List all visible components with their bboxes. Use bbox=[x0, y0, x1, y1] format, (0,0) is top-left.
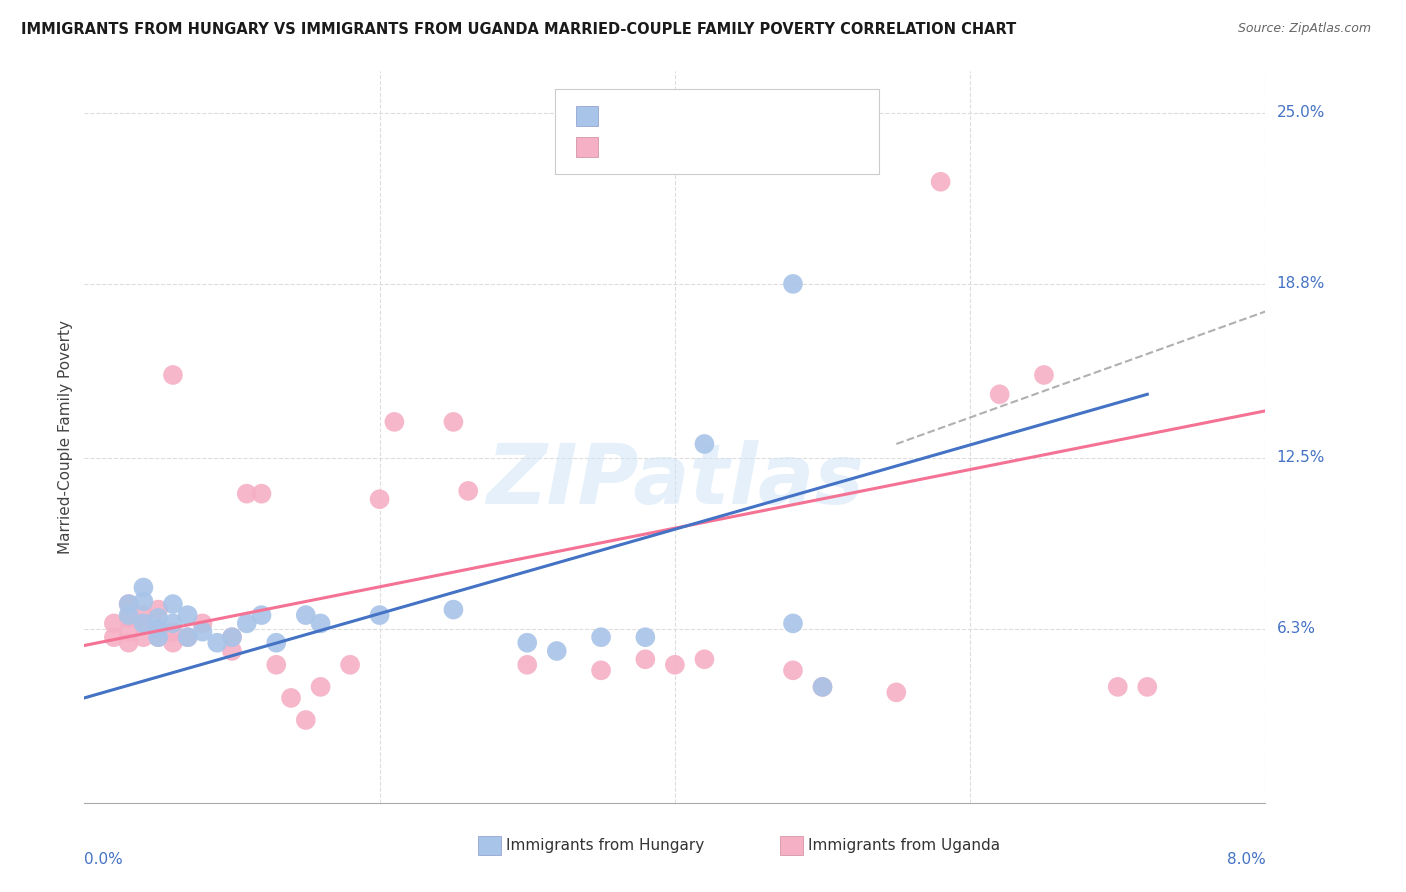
Point bbox=[782, 616, 804, 631]
Point bbox=[693, 437, 716, 451]
Point bbox=[118, 624, 141, 639]
Point bbox=[309, 680, 332, 694]
Text: Immigrants from Hungary: Immigrants from Hungary bbox=[506, 838, 704, 853]
Point bbox=[118, 636, 141, 650]
Point bbox=[929, 175, 952, 189]
Point bbox=[811, 680, 834, 694]
Point bbox=[443, 415, 465, 429]
Point bbox=[886, 685, 908, 699]
Point bbox=[177, 608, 200, 623]
Text: Source: ZipAtlas.com: Source: ZipAtlas.com bbox=[1237, 22, 1371, 36]
Point bbox=[457, 483, 479, 498]
Point bbox=[162, 636, 184, 650]
Y-axis label: Married-Couple Family Poverty: Married-Couple Family Poverty bbox=[58, 320, 73, 554]
Point bbox=[191, 616, 214, 631]
Point bbox=[591, 630, 613, 644]
Text: N = 20: N = 20 bbox=[710, 107, 768, 125]
Point bbox=[118, 597, 141, 611]
Point bbox=[693, 652, 716, 666]
Point bbox=[118, 611, 141, 625]
Text: 18.8%: 18.8% bbox=[1277, 277, 1324, 292]
Point bbox=[235, 616, 259, 631]
Point bbox=[162, 597, 184, 611]
Point bbox=[132, 581, 155, 595]
Point bbox=[132, 630, 155, 644]
Point bbox=[148, 622, 170, 636]
Point bbox=[177, 630, 200, 644]
Point bbox=[811, 680, 834, 694]
Point bbox=[250, 608, 273, 623]
Text: IMMIGRANTS FROM HUNGARY VS IMMIGRANTS FROM UGANDA MARRIED-COUPLE FAMILY POVERTY : IMMIGRANTS FROM HUNGARY VS IMMIGRANTS FR… bbox=[21, 22, 1017, 37]
Point bbox=[382, 415, 406, 429]
Point bbox=[280, 690, 302, 705]
Point bbox=[664, 657, 686, 672]
Point bbox=[162, 616, 184, 631]
Point bbox=[368, 608, 391, 623]
Point bbox=[132, 616, 155, 631]
Point bbox=[339, 657, 361, 672]
Point bbox=[235, 486, 259, 500]
Point bbox=[221, 630, 243, 644]
Point bbox=[295, 713, 318, 727]
Point bbox=[103, 616, 125, 631]
Point bbox=[309, 616, 332, 631]
Point bbox=[103, 630, 125, 644]
Point bbox=[988, 387, 1011, 401]
Point bbox=[250, 486, 273, 500]
Point bbox=[368, 492, 391, 507]
Point bbox=[148, 602, 170, 616]
Point bbox=[443, 602, 465, 616]
Text: 12.5%: 12.5% bbox=[1277, 450, 1324, 466]
Text: ZIPatlas: ZIPatlas bbox=[486, 441, 863, 522]
Point bbox=[148, 630, 170, 644]
Text: 0.0%: 0.0% bbox=[84, 853, 124, 868]
Point bbox=[177, 630, 200, 644]
Text: 25.0%: 25.0% bbox=[1277, 105, 1324, 120]
Point bbox=[264, 657, 288, 672]
Text: R = 0.392: R = 0.392 bbox=[609, 138, 692, 156]
Point bbox=[148, 622, 170, 636]
Point bbox=[221, 644, 243, 658]
Text: 6.3%: 6.3% bbox=[1277, 622, 1316, 636]
Text: R = 0.548: R = 0.548 bbox=[609, 107, 692, 125]
Point bbox=[205, 636, 228, 650]
Point bbox=[132, 616, 155, 631]
Point bbox=[782, 277, 804, 291]
Point bbox=[516, 636, 538, 650]
Point bbox=[162, 624, 184, 639]
Point bbox=[191, 624, 214, 639]
Point bbox=[221, 630, 243, 644]
Point bbox=[1107, 680, 1129, 694]
Point bbox=[516, 657, 538, 672]
Point bbox=[546, 644, 568, 658]
Point bbox=[132, 594, 155, 608]
Point bbox=[118, 597, 141, 611]
Point bbox=[1136, 680, 1159, 694]
Text: 8.0%: 8.0% bbox=[1226, 853, 1265, 868]
Point bbox=[264, 636, 288, 650]
Point bbox=[295, 608, 318, 623]
Text: Immigrants from Uganda: Immigrants from Uganda bbox=[808, 838, 1001, 853]
Point bbox=[634, 630, 657, 644]
Point bbox=[148, 611, 170, 625]
Point bbox=[591, 663, 613, 677]
Point bbox=[634, 652, 657, 666]
Point bbox=[1032, 368, 1054, 382]
Point bbox=[782, 663, 804, 677]
Point bbox=[118, 608, 141, 623]
Text: N = 43: N = 43 bbox=[710, 138, 768, 156]
Point bbox=[148, 630, 170, 644]
Point bbox=[132, 608, 155, 623]
Point bbox=[162, 368, 184, 382]
